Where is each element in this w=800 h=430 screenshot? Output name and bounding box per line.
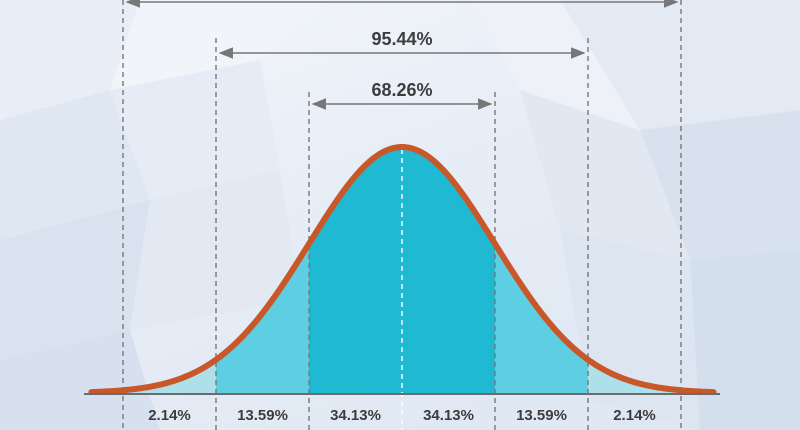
area-segment-3	[309, 147, 402, 393]
bell-curve	[88, 144, 717, 396]
area-segment-6	[588, 359, 681, 393]
range-label-1: 95.44%	[371, 29, 432, 49]
segment-label-6: 2.14%	[613, 407, 656, 424]
area-segments	[91, 147, 714, 393]
segment-label-3: 34.13%	[330, 407, 381, 424]
segment-label-2: 13.59%	[237, 407, 288, 424]
area-segment-4	[402, 147, 495, 393]
range-label-0: 68.26%	[371, 80, 432, 100]
range-arrows: 68.26% 95.44%	[125, 0, 679, 110]
segment-label-1: 2.14%	[148, 407, 191, 424]
segment-labels: 2.14% 13.59% 34.13% 34.13% 13.59% 2.14%	[148, 407, 656, 424]
sigma-guides	[122, 0, 682, 430]
area-segment-1	[123, 359, 216, 393]
segment-label-5: 13.59%	[516, 407, 567, 424]
bell-curve-line	[88, 144, 717, 396]
segment-label-4: 34.13%	[423, 407, 474, 424]
